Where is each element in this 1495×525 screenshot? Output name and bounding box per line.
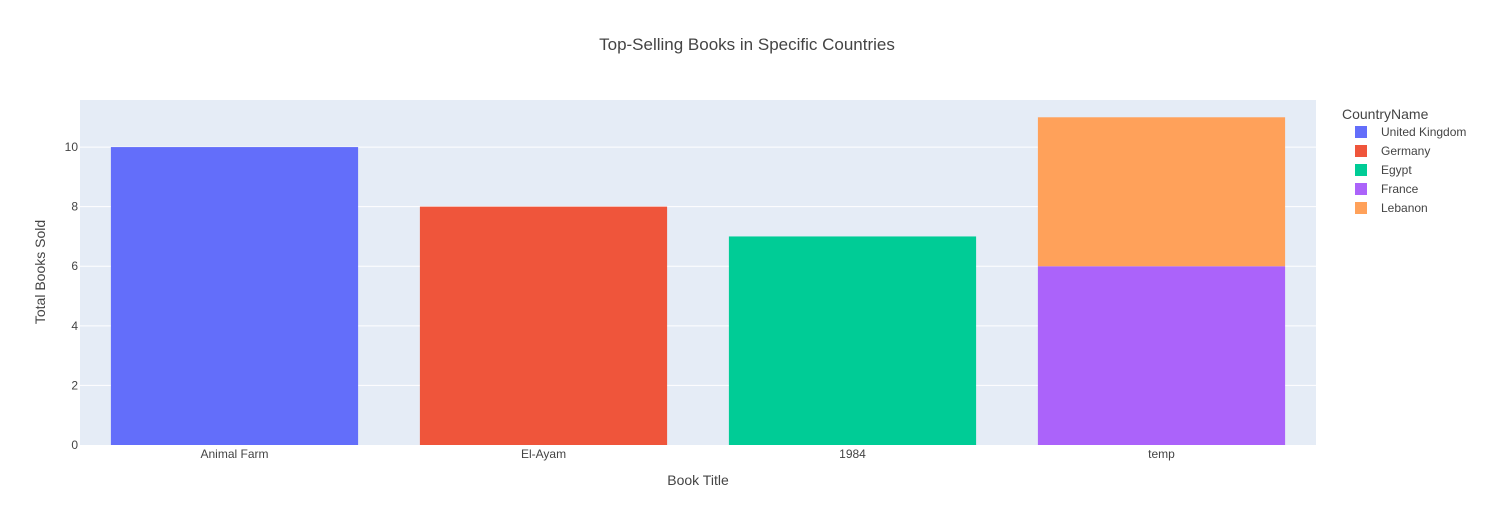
legend-item-lebanon[interactable]: Lebanon xyxy=(1355,201,1428,215)
legend-item-france[interactable]: France xyxy=(1355,182,1419,196)
y-axis-ticks: 0 2 4 6 8 10 xyxy=(65,140,79,452)
legend-title: CountryName xyxy=(1342,106,1429,122)
legend-item-united-kingdom[interactable]: United Kingdom xyxy=(1355,125,1466,139)
y-tick-label: 0 xyxy=(71,438,78,452)
legend-item-germany[interactable]: Germany xyxy=(1355,144,1430,158)
legend-swatch xyxy=(1355,164,1367,176)
bar-temp-france[interactable] xyxy=(1037,266,1286,445)
bar-1984-egypt[interactable] xyxy=(728,236,977,445)
x-axis-title: Book Title xyxy=(667,472,729,488)
legend-label: Lebanon xyxy=(1381,201,1428,215)
x-axis-ticks: Animal Farm El-Ayam 1984 temp xyxy=(200,447,1175,461)
bar-animal-farm-united-kingdom[interactable] xyxy=(110,147,359,445)
legend-label: United Kingdom xyxy=(1381,125,1466,139)
y-axis-title: Total Books Sold xyxy=(32,220,48,324)
legend: CountryName United Kingdom Germany Egypt Fr… xyxy=(1342,106,1466,215)
y-tick-label: 8 xyxy=(71,200,78,214)
x-tick-label: Animal Farm xyxy=(200,447,268,461)
x-tick-label: temp xyxy=(1148,447,1175,461)
legend-swatch xyxy=(1355,183,1367,195)
legend-swatch xyxy=(1355,126,1367,138)
legend-label: Germany xyxy=(1381,144,1430,158)
y-tick-label: 4 xyxy=(71,319,78,333)
legend-label: Egypt xyxy=(1381,163,1412,177)
legend-label: France xyxy=(1381,182,1419,196)
bar-temp-lebanon[interactable] xyxy=(1037,117,1286,267)
legend-swatch xyxy=(1355,202,1367,214)
x-tick-label: 1984 xyxy=(839,447,866,461)
chart-title: Top-Selling Books in Specific Countries xyxy=(599,35,895,54)
y-tick-label: 2 xyxy=(71,378,78,392)
legend-swatch xyxy=(1355,145,1367,157)
bars xyxy=(110,117,1286,445)
y-tick-label: 6 xyxy=(71,259,78,273)
bar-el-ayam-germany[interactable] xyxy=(419,206,668,445)
legend-item-egypt[interactable]: Egypt xyxy=(1355,163,1412,177)
x-tick-label: El-Ayam xyxy=(521,447,566,461)
y-tick-label: 10 xyxy=(65,140,79,154)
